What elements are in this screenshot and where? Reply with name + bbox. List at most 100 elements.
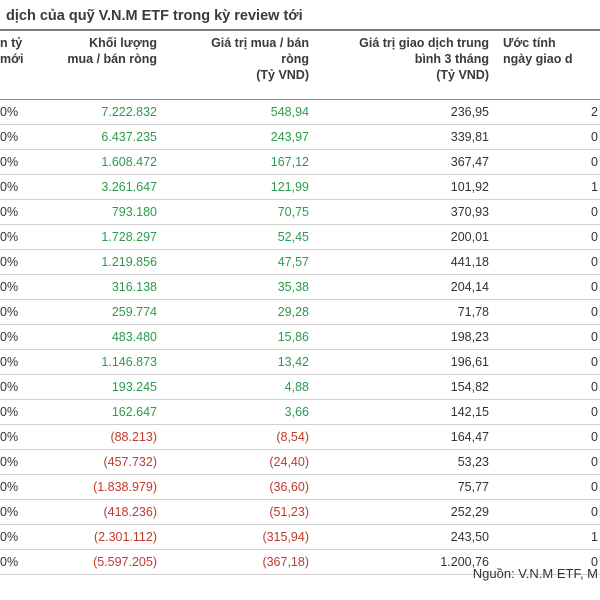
header-est-days: Ước tính ngày giao d [495,31,600,100]
volume-cell: (457.732) [38,449,163,475]
weight-cell: 0% [0,374,38,400]
volume-cell: 1.728.297 [38,224,163,250]
source-note: Nguồn: V.N.M ETF, M [472,566,598,581]
est-days-cell: 0 [495,399,600,425]
table-row: 0% (88.213) (8,54) 164,47 0 [0,424,600,450]
volume-cell: 3.261.647 [38,174,163,200]
table-row: 0% (1.838.979) (36,60) 75,77 0 [0,474,600,500]
table-row: 0% 3.261.647 121,99 101,92 1 [0,174,600,200]
table-body: 0% 7.222.832 548,94 236,95 2 0% 6.437.235 243,9… [0,99,600,575]
est-days-cell: 0 [495,474,600,500]
avg-value-cell: 441,18 [315,249,495,275]
table-row: 0% 193.245 4,88 154,82 0 [0,374,600,400]
weight-cell: 0% [0,324,38,350]
avg-value-cell: 53,23 [315,449,495,475]
weight-cell: 0% [0,299,38,325]
avg-value-cell: 154,82 [315,374,495,400]
title-divider [0,29,600,31]
avg-value-cell: 200,01 [315,224,495,250]
header-net-value: Giá trị mua / bán ròng (Tỷ VND) [163,31,315,100]
volume-cell: 1.146.873 [38,349,163,375]
weight-cell: 0% [0,474,38,500]
avg-value-cell: 243,50 [315,524,495,550]
net-value-cell: 243,97 [163,124,315,150]
weight-cell: 0% [0,449,38,475]
volume-cell: (88.213) [38,424,163,450]
weight-cell: 0% [0,274,38,300]
table-row: 0% 259.774 29,28 71,78 0 [0,299,600,325]
est-days-cell: 0 [495,424,600,450]
table-row: 0% 1.608.472 167,12 367,47 0 [0,149,600,175]
volume-cell: 6.437.235 [38,124,163,150]
net-value-cell: 15,86 [163,324,315,350]
table-row: 0% 1.219.856 47,57 441,18 0 [0,249,600,275]
weight-cell: 0% [0,499,38,525]
net-value-cell: (36,60) [163,474,315,500]
header-avg-value: Giá trị giao dịch trung bình 3 tháng (Tỷ… [315,31,495,100]
est-days-cell: 0 [495,549,600,575]
est-days-cell: 0 [495,274,600,300]
est-days-cell: 0 [495,374,600,400]
table-row: 0% 316.138 35,38 204,14 0 [0,274,600,300]
table-row: 0% (418.236) (51,23) 252,29 0 [0,499,600,525]
volume-cell: 1.608.472 [38,149,163,175]
est-days-cell: 2 [495,99,600,125]
weight-cell: 0% [0,249,38,275]
volume-cell: (2.301.112) [38,524,163,550]
avg-value-cell: 71,78 [315,299,495,325]
table-row: 0% (2.301.112) (315,94) 243,50 1 [0,524,600,550]
avg-value-cell: 370,93 [315,199,495,225]
weight-cell: 0% [0,349,38,375]
table-row: 0% 162.647 3,66 142,15 0 [0,399,600,425]
est-days-cell: 1 [495,524,600,550]
volume-cell: 1.219.856 [38,249,163,275]
est-days-cell: 0 [495,124,600,150]
est-days-cell: 0 [495,249,600,275]
net-value-cell: (24,40) [163,449,315,475]
volume-cell: (418.236) [38,499,163,525]
volume-cell: 259.774 [38,299,163,325]
avg-value-cell: 142,15 [315,399,495,425]
weight-cell: 0% [0,149,38,175]
avg-value-cell: 204,14 [315,274,495,300]
table-row: 0% 1.728.297 52,45 200,01 0 [0,224,600,250]
volume-cell: 316.138 [38,274,163,300]
weight-cell: 0% [0,524,38,550]
est-days-cell: 1 [495,174,600,200]
avg-value-cell: 198,23 [315,324,495,350]
header-weight: n tỷ mới [0,31,38,100]
avg-value-cell: 236,95 [315,99,495,125]
weight-cell: 0% [0,199,38,225]
volume-cell: 483.480 [38,324,163,350]
net-value-cell: 47,57 [163,249,315,275]
avg-value-cell: 339,81 [315,124,495,150]
net-value-cell: (51,23) [163,499,315,525]
weight-cell: 0% [0,424,38,450]
est-days-cell: 0 [495,449,600,475]
net-value-cell: (315,94) [163,524,315,550]
est-days-cell: 0 [495,224,600,250]
table-row: 0% 483.480 15,86 198,23 0 [0,324,600,350]
header-row: n tỷ mới Khối lượng mua / bán ròng Giá t… [0,31,600,100]
avg-value-cell: 252,29 [315,499,495,525]
volume-cell: 162.647 [38,399,163,425]
net-value-cell: 52,45 [163,224,315,250]
est-days-cell: 0 [495,324,600,350]
weight-cell: 0% [0,549,38,575]
net-value-cell: 13,42 [163,349,315,375]
avg-value-cell: 1.200,76 [315,549,495,575]
est-days-cell: 0 [495,349,600,375]
volume-cell: (5.597.205) [38,549,163,575]
net-value-cell: 548,94 [163,99,315,125]
net-value-cell: 121,99 [163,174,315,200]
net-value-cell: 167,12 [163,149,315,175]
table-row: 0% 6.437.235 243,97 339,81 0 [0,124,600,150]
net-value-cell: 35,38 [163,274,315,300]
net-value-cell: (8,54) [163,424,315,450]
table-row: 0% 793.180 70,75 370,93 0 [0,199,600,225]
weight-cell: 0% [0,124,38,150]
avg-value-cell: 367,47 [315,149,495,175]
volume-cell: 193.245 [38,374,163,400]
table-row: 0% (457.732) (24,40) 53,23 0 [0,449,600,475]
